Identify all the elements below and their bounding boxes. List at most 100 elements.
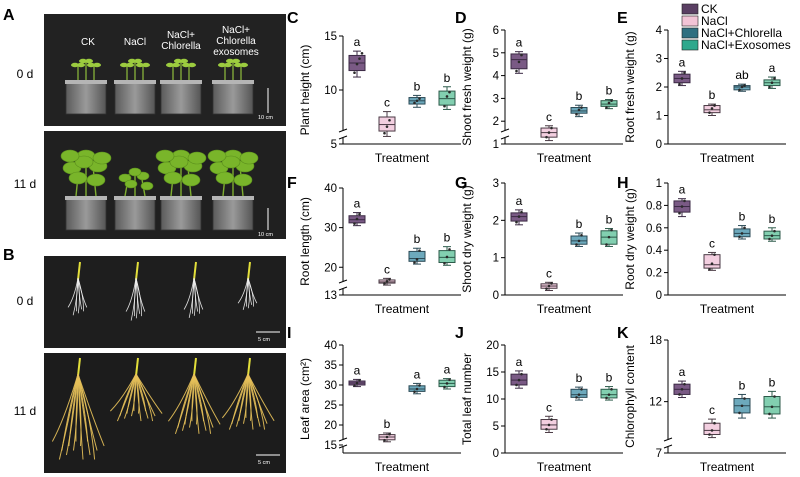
- box-1: a: [348, 35, 366, 78]
- box-1: a: [673, 55, 691, 87]
- root-strand: [135, 373, 163, 414]
- plant-leaf: [86, 173, 106, 187]
- box-2: c: [540, 400, 558, 433]
- box-body: [438, 90, 456, 106]
- data-point: [385, 125, 389, 129]
- seedling-pots-0d: [65, 58, 254, 115]
- plant-leaf: [163, 171, 183, 185]
- data-point: [355, 62, 359, 66]
- data-point: [768, 412, 771, 416]
- y-tick-label: 1: [493, 253, 499, 265]
- chart-h: H 0 0.2 0.4 0.6 0.8 1 Treatment Root dry weight …: [617, 175, 786, 316]
- data-point: [517, 215, 521, 218]
- box-4: b: [438, 71, 456, 110]
- data-point: [355, 217, 359, 221]
- data-point: [520, 53, 523, 57]
- significance-letter: c: [546, 266, 552, 280]
- y-axis-label: Shoot dry weight (g): [460, 185, 474, 292]
- data-point: [550, 126, 553, 130]
- pot: [65, 197, 107, 231]
- box-4: a: [438, 363, 456, 390]
- legend-label: NaCl+Chlorella: [701, 26, 782, 40]
- plant-leaf: [215, 171, 235, 185]
- seedling-leaf: [166, 62, 174, 68]
- data-point: [610, 228, 613, 232]
- column-label-ck: CK: [81, 37, 95, 48]
- panel-label-i: I: [287, 325, 291, 342]
- data-point: [770, 234, 774, 237]
- data-point: [738, 411, 741, 415]
- significance-letter: c: [384, 262, 390, 276]
- x-axis-label: Treatment: [537, 151, 592, 165]
- x-axis-label: Treatment: [375, 302, 430, 316]
- pot-rim: [65, 196, 107, 200]
- chart-g: G 0 1 2 3 Treatment Shoot dry weight (g) a c b b: [455, 175, 623, 316]
- x-axis-label: Treatment: [700, 460, 755, 474]
- y-tick-label: 13: [324, 290, 337, 302]
- data-point: [713, 253, 716, 256]
- pot: [114, 81, 156, 115]
- plant-leaf: [155, 149, 175, 163]
- data-point: [418, 249, 421, 252]
- significance-letter: b: [444, 71, 451, 85]
- seedling-leaf: [172, 62, 180, 68]
- seedling-leaf: [126, 62, 134, 68]
- seedling-leaf: [240, 62, 248, 68]
- pot: [212, 81, 254, 115]
- y-axis-label: Chlorophyll content: [623, 344, 637, 447]
- data-point: [768, 85, 771, 89]
- data-point: [545, 287, 548, 290]
- y-axis-label: Leaf area (cm²): [298, 358, 312, 440]
- seedling-leaf: [77, 62, 85, 68]
- data-point: [388, 118, 391, 122]
- data-point: [388, 432, 391, 436]
- significance-letter: a: [516, 194, 523, 208]
- plant-leaf: [233, 173, 253, 187]
- panel-label-f: F: [287, 175, 297, 192]
- data-point: [358, 212, 361, 216]
- data-point: [773, 77, 776, 80]
- seedling-leaf: [182, 62, 190, 68]
- y-tick-label: 25: [324, 400, 337, 412]
- plant-leaf: [239, 151, 259, 165]
- significance-letter: b: [739, 210, 746, 224]
- y-tick-label: 1: [493, 139, 499, 151]
- seedling-leaf: [71, 62, 79, 68]
- y-tick-label: 20: [486, 340, 499, 352]
- axis-break: [338, 135, 348, 140]
- data-point: [610, 99, 613, 102]
- data-point: [448, 90, 451, 94]
- pot: [160, 197, 202, 231]
- data-point: [710, 107, 714, 110]
- significance-letter: b: [769, 375, 776, 389]
- box-2: b: [378, 417, 396, 443]
- pot: [160, 81, 202, 115]
- axis-break: [663, 437, 673, 442]
- data-point: [605, 106, 608, 109]
- data-point: [515, 220, 518, 224]
- box-1: a: [348, 363, 366, 388]
- data-point: [768, 237, 771, 241]
- plant-leaf: [221, 155, 241, 169]
- data-point: [388, 278, 391, 281]
- box-1: a: [673, 183, 691, 218]
- root-stem: [77, 357, 81, 377]
- data-point: [517, 60, 521, 64]
- significance-letter: b: [606, 371, 613, 385]
- plant-leaf: [92, 151, 112, 165]
- panel-label-e: E: [617, 10, 628, 27]
- significance-letter: a: [516, 36, 523, 50]
- seedling-leaf: [188, 62, 196, 68]
- y-tick-label: 0.4: [646, 245, 663, 257]
- data-point: [738, 88, 741, 92]
- y-axis-label: Shoot fresh weight (g): [460, 28, 474, 145]
- data-point: [445, 95, 449, 98]
- y-tick-label: 5: [493, 48, 499, 60]
- pot-rim: [114, 196, 156, 200]
- data-point: [515, 69, 518, 73]
- data-point: [713, 421, 716, 425]
- box-1: a: [510, 36, 528, 74]
- axis-break: [338, 286, 348, 291]
- box-body: [703, 254, 721, 269]
- data-point: [418, 97, 421, 100]
